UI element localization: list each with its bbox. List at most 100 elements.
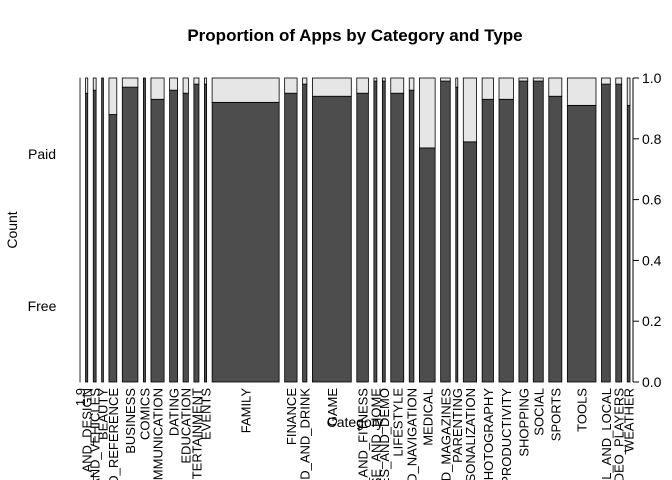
spine-segment: [419, 147, 436, 383]
spine-segment: [390, 77, 405, 94]
x-tick-label: HEALTH_AND_FITNESS: [356, 388, 371, 480]
spine-segment: [532, 80, 544, 383]
y-tick-label: 0.4: [642, 252, 662, 268]
spine-segment: [601, 77, 611, 85]
spine-segment: [193, 77, 200, 85]
legend-label: Paid: [28, 146, 56, 162]
spine-segment: [532, 77, 544, 82]
x-tick-label: SOCIAL: [531, 388, 546, 436]
spine-segment: [101, 77, 104, 383]
spine-segment: [143, 77, 146, 383]
x-tick-label: TOOLS: [575, 388, 590, 432]
spine-segment: [169, 89, 178, 383]
spine-segment: [481, 77, 494, 100]
y-tick-label: 0.8: [642, 131, 662, 147]
x-tick-label: 1.9: [73, 388, 88, 406]
spine-segment: [381, 80, 386, 383]
x-tick-label: BEAUTY: [96, 388, 111, 440]
spine-segment: [284, 92, 298, 383]
spine-segment: [312, 77, 352, 97]
spine-segment: [381, 77, 386, 82]
spine-segment: [211, 101, 280, 383]
spine-segment: [390, 92, 405, 383]
x-tick-label: ENTERTAINMENT: [189, 388, 204, 480]
spine-segment: [312, 95, 352, 383]
spine-segment: [373, 80, 378, 383]
x-tick-label: BUSINESS: [123, 388, 138, 454]
spine-segment: [121, 77, 139, 88]
spine-segment: [498, 98, 514, 383]
spine-segment: [481, 98, 494, 383]
x-tick-label: AUTO_AND_VEHICLES: [88, 388, 103, 480]
spine-segment: [211, 77, 280, 103]
spine-segment: [455, 77, 459, 88]
spine-segment: [284, 77, 298, 94]
spine-segment: [204, 77, 208, 85]
x-axis-label: Category: [327, 414, 384, 430]
spine-segment: [601, 83, 611, 383]
spine-segment: [85, 92, 89, 383]
spine-segment: [169, 77, 178, 91]
x-tick-label: FINANCE: [284, 388, 299, 445]
y-tick-label: 0.0: [642, 374, 662, 390]
x-tick-label: COMMUNICATION: [151, 388, 166, 480]
spine-segment: [204, 83, 208, 383]
spine-segment: [615, 77, 623, 85]
x-tick-label: VIDEO_PLAYERS: [612, 388, 627, 480]
spine-segment: [150, 98, 165, 383]
spine-segment: [419, 77, 436, 149]
x-tick-label: EDUCATION: [179, 388, 194, 464]
x-tick-label: LIBRARIES_AND_DEMO: [377, 388, 392, 480]
x-tick-label: TRAVEL_AND_LOCAL: [599, 388, 614, 480]
spine-segment: [356, 92, 369, 383]
x-tick-label: GAME: [325, 388, 340, 427]
spine-segment: [121, 86, 139, 383]
x-tick-label: PHOTOGRAPHY: [481, 388, 496, 480]
spine-segment: [150, 77, 165, 100]
spine-segment: [455, 86, 459, 383]
spine-segment: [440, 80, 451, 383]
spine-segment: [626, 77, 631, 106]
spine-segment: [548, 77, 563, 97]
x-tick-label: WEATHER: [622, 388, 637, 452]
spine-segment: [462, 77, 478, 143]
spine-segment: [440, 77, 451, 82]
x-tick-label: MEDICAL: [420, 388, 435, 446]
spine-segment: [92, 89, 97, 383]
x-tick-label: MAPS_AND_NAVIGATION: [405, 388, 420, 480]
x-tick-label: PARENTING: [450, 388, 465, 463]
x-tick-label: HOUSE_AND_HOME: [368, 388, 383, 480]
spine-segment: [518, 77, 529, 82]
x-tick-label: FOOD_AND_DRINK: [298, 388, 313, 480]
x-tick-label: EVENTS: [199, 388, 214, 440]
y-tick-label: 1.0: [642, 70, 662, 86]
spine-segment: [462, 141, 478, 383]
spine-segment: [615, 83, 623, 383]
x-tick-label: SPORTS: [548, 388, 563, 442]
spine-segment: [302, 83, 308, 383]
x-tick-label: NEWS_AND_MAGAZINES: [438, 388, 453, 480]
spine-segment: [193, 83, 200, 383]
spine-segment: [518, 80, 529, 383]
x-tick-label: PERSONALIZATION: [463, 388, 478, 480]
spine-segment: [302, 77, 308, 85]
spine-segment: [182, 92, 189, 383]
x-tick-label: BOOKS_AND_REFERENCE: [106, 388, 121, 480]
x-tick-label: SHOPPING: [516, 388, 531, 457]
spine-segment: [498, 77, 514, 100]
y-axis-label: Count: [4, 211, 20, 248]
x-tick-label: LIFESTYLE: [390, 388, 405, 457]
y-tick-label: 0.2: [642, 313, 662, 329]
y-tick-label: 0.6: [642, 192, 662, 208]
x-tick-label: DATING: [167, 388, 182, 436]
spine-segment: [408, 77, 415, 91]
spine-segment: [182, 77, 189, 94]
x-tick-label: COMICS: [137, 388, 152, 440]
spine-segment: [408, 89, 415, 383]
spine-segment: [108, 77, 118, 115]
spine-segment: [356, 77, 369, 94]
x-tick-label: PRODUCTIVITY: [499, 388, 514, 480]
spine-segment: [92, 77, 97, 91]
spine-segment: [548, 95, 563, 383]
